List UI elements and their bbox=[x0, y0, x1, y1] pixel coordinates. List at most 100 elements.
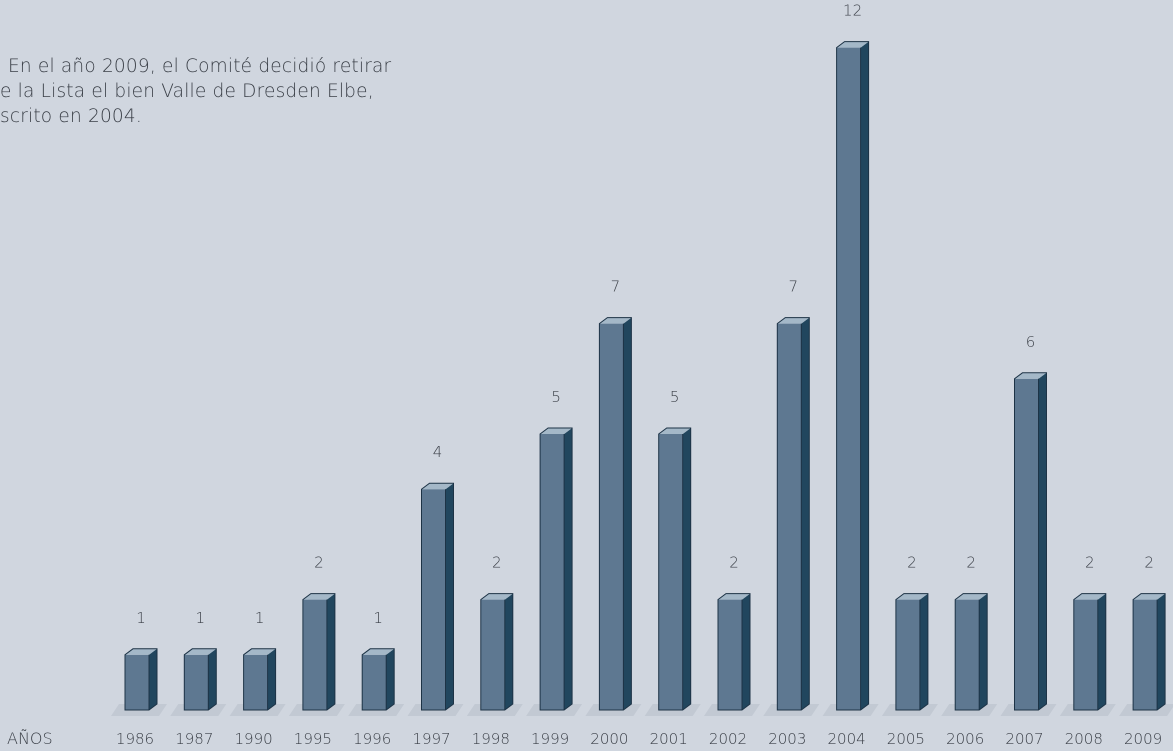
bar-side-2004 bbox=[860, 41, 869, 711]
bar-top-1995 bbox=[302, 593, 335, 600]
value-label-2006: 2 bbox=[966, 554, 976, 572]
value-label-1990: 1 bbox=[255, 609, 265, 627]
x-tick-2005: 2005 bbox=[887, 730, 925, 748]
bar-front-2001 bbox=[658, 434, 683, 710]
bar-2006 bbox=[954, 593, 988, 711]
bar-2001 bbox=[658, 427, 692, 711]
x-tick-2009: 2009 bbox=[1124, 730, 1162, 748]
x-tick-2002: 2002 bbox=[709, 730, 747, 748]
x-tick-2008: 2008 bbox=[1065, 730, 1103, 748]
bar-front-2000 bbox=[599, 323, 624, 710]
x-tick-1995: 1995 bbox=[294, 730, 332, 748]
bar-side-2000 bbox=[623, 317, 632, 710]
value-label-1987: 1 bbox=[196, 609, 206, 627]
annotation-line-1: En el año 2009, el Comité decidió retira… bbox=[8, 56, 392, 77]
value-label-2008: 2 bbox=[1085, 554, 1095, 572]
value-label-1997: 4 bbox=[433, 443, 443, 461]
value-label-1995: 2 bbox=[314, 554, 324, 572]
bar-1999 bbox=[539, 427, 573, 711]
bar-top-2004 bbox=[836, 41, 869, 48]
bar-top-2002 bbox=[718, 593, 750, 600]
x-axis-title: AÑOS bbox=[7, 729, 53, 748]
x-tick-2001: 2001 bbox=[650, 730, 688, 748]
bar-front-1998 bbox=[480, 599, 505, 710]
bar-2004 bbox=[836, 41, 870, 711]
bar-top-2003 bbox=[777, 317, 810, 324]
chart-bars bbox=[124, 41, 1166, 711]
bar-top-1987 bbox=[184, 648, 217, 655]
bar-side-2005 bbox=[919, 593, 928, 710]
bar-1986 bbox=[124, 648, 158, 711]
bar-front-1995 bbox=[302, 599, 327, 710]
bar-2000 bbox=[598, 317, 632, 711]
x-tick-1996: 1996 bbox=[353, 730, 391, 748]
bar-front-2006 bbox=[955, 599, 980, 710]
x-tick-1999: 1999 bbox=[531, 730, 569, 748]
chart-x-ticks: 1986 1987 1990 1995 1996 1997 1998 1999 2000 2001… bbox=[116, 730, 1162, 748]
bar-2007 bbox=[1014, 372, 1047, 711]
bar-front-2008 bbox=[1073, 599, 1098, 710]
value-label-2002: 2 bbox=[729, 554, 739, 572]
x-tick-1986: 1986 bbox=[116, 730, 154, 748]
bar-1995 bbox=[302, 593, 336, 711]
bar-top-1999 bbox=[540, 428, 573, 434]
bar-front-2007 bbox=[1014, 378, 1039, 710]
bar-front-2004 bbox=[836, 47, 861, 711]
value-label-2000: 7 bbox=[611, 278, 621, 296]
bar-top-2006 bbox=[955, 593, 988, 600]
bar-top-2001 bbox=[658, 428, 691, 434]
bar-2009 bbox=[1132, 593, 1166, 711]
x-tick-1990: 1990 bbox=[235, 730, 273, 748]
bar-side-2001 bbox=[682, 428, 691, 710]
value-label-2005: 2 bbox=[907, 554, 917, 572]
value-label-1996: 1 bbox=[373, 609, 383, 627]
bar-side-2002 bbox=[742, 593, 750, 710]
bar-front-1997 bbox=[421, 489, 446, 710]
bar-top-1997 bbox=[421, 483, 454, 490]
bar-side-1999 bbox=[564, 428, 573, 710]
bar-1997 bbox=[421, 482, 454, 711]
x-tick-2006: 2006 bbox=[946, 730, 984, 748]
bar-side-1997 bbox=[445, 483, 454, 710]
bar-top-2009 bbox=[1133, 593, 1166, 600]
bar-top-2008 bbox=[1073, 593, 1106, 600]
value-label-1998: 2 bbox=[492, 554, 502, 572]
bar-2002 bbox=[717, 593, 751, 711]
value-label-1999: 5 bbox=[551, 388, 561, 406]
bar-side-2006 bbox=[979, 593, 988, 710]
bar-top-2007 bbox=[1014, 372, 1047, 379]
bar-side-1990 bbox=[267, 648, 276, 710]
annotation-line-2: e la Lista el bien Valle de Dresden Elbe… bbox=[0, 81, 374, 102]
x-tick-1987: 1987 bbox=[175, 730, 213, 748]
bar-2008 bbox=[1073, 593, 1107, 711]
bar-front-1999 bbox=[540, 434, 565, 710]
value-label-1986: 1 bbox=[136, 609, 146, 627]
bar-front-2005 bbox=[895, 599, 920, 710]
bar-side-1996 bbox=[386, 648, 395, 710]
bar-top-1996 bbox=[362, 648, 395, 655]
bar-side-1998 bbox=[504, 593, 513, 710]
bar-1990 bbox=[243, 648, 277, 711]
x-tick-2004: 2004 bbox=[828, 730, 866, 748]
bar-side-2009 bbox=[1157, 593, 1166, 710]
bar-top-1990 bbox=[243, 648, 276, 655]
x-tick-1998: 1998 bbox=[472, 730, 510, 748]
bar-1987 bbox=[183, 648, 217, 711]
bar-2003 bbox=[776, 317, 810, 711]
value-label-2004: 12 bbox=[843, 2, 862, 20]
bar-top-2005 bbox=[895, 593, 928, 600]
x-tick-2007: 2007 bbox=[1005, 730, 1043, 748]
bar-front-1996 bbox=[362, 654, 387, 710]
value-label-2007: 6 bbox=[1026, 333, 1036, 351]
value-label-2001: 5 bbox=[670, 388, 680, 406]
value-label-2003: 7 bbox=[789, 278, 799, 296]
x-tick-2003: 2003 bbox=[768, 730, 806, 748]
bar-front-1986 bbox=[125, 654, 149, 710]
x-tick-2000: 2000 bbox=[590, 730, 628, 748]
bar-top-1998 bbox=[480, 593, 513, 600]
annotation-note: En el año 2009, el Comité decidió retira… bbox=[0, 54, 520, 129]
bar-top-1986 bbox=[125, 648, 157, 655]
bar-top-2000 bbox=[599, 317, 632, 324]
